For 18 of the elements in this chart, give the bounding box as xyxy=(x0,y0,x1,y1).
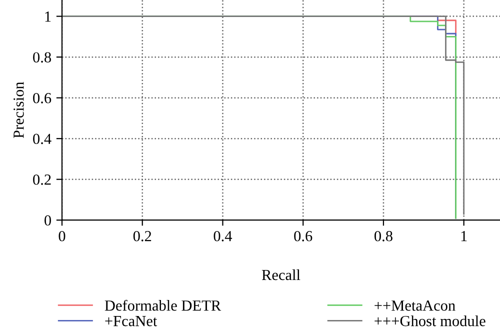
y-tick-label: 0.2 xyxy=(33,174,51,185)
x-axis-title: Recall xyxy=(262,269,300,280)
x-tick-label: 0.2 xyxy=(133,230,152,242)
legend-label: Deformable DETR xyxy=(104,300,222,311)
legend-label: ++MetaAcon xyxy=(374,300,456,311)
y-axis-title: Precision xyxy=(14,82,24,138)
y-tick-label: 0.8 xyxy=(33,52,51,63)
y-tick-label: 0.4 xyxy=(33,134,52,144)
x-tick-label: 0.8 xyxy=(374,230,392,242)
legend-label: +FcaNet xyxy=(105,316,158,326)
x-tick-label: 0 xyxy=(58,230,66,242)
y-tick-label: 0 xyxy=(44,215,51,226)
x-tick-label: 0.4 xyxy=(214,230,232,242)
legend-label: +++Ghost module xyxy=(374,315,486,326)
x-tick-label: 0.6 xyxy=(294,230,312,242)
y-tick-label: 1 xyxy=(45,12,51,22)
y-tick-label: 0.6 xyxy=(33,92,52,104)
x-tick-label: 1 xyxy=(461,231,467,242)
